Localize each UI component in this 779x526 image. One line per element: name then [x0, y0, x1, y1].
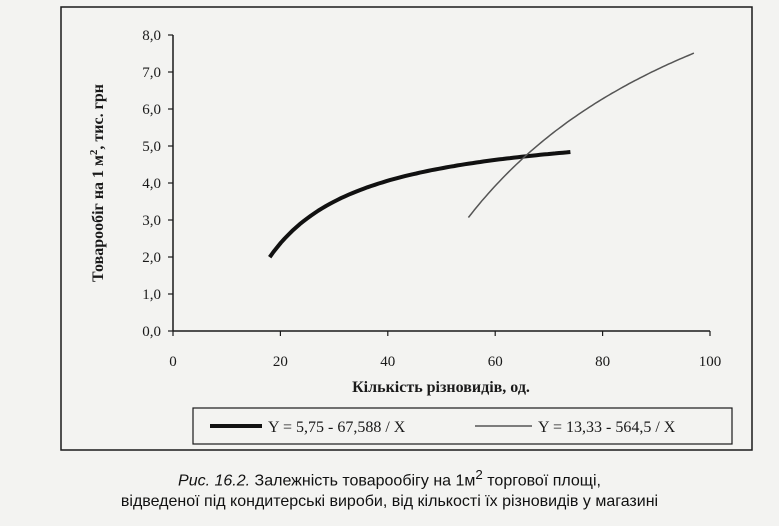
y-tick-label: 7,0: [142, 65, 161, 81]
y-axis-label: Товарообіг на 1 м2, тис. грн: [88, 84, 107, 282]
x-tick-label: 100: [699, 354, 722, 370]
figure-caption: Рис. 16.2. Залежність товарообігу на 1м2…: [0, 464, 779, 512]
x-axis-label: Кількість різновидів, од.: [352, 379, 530, 396]
x-tick-label: 60: [488, 354, 503, 370]
y-tick-label: 2,0: [142, 250, 161, 266]
series-line-1: [268, 150, 571, 259]
y-tick-label: 5,0: [142, 139, 161, 155]
legend: Y = 5,75 - 67,588 / X Y = 13,33 - 564,5 …: [192, 407, 733, 445]
x-tick-label: 80: [595, 354, 610, 370]
y-tick-label: 4,0: [142, 176, 161, 192]
caption-text-1-end: торгової площі,: [482, 472, 601, 490]
chart: 0,01,02,03,04,05,06,07,08,00 20 40 60 80 100 …: [60, 6, 753, 451]
y-tick-label: 1,0: [142, 287, 161, 303]
caption-label: Рис. 16.2.: [178, 472, 251, 490]
y-tick-label: 3,0: [142, 213, 161, 229]
ticks: 0,0 1,0 2,0 3,0 4,0 5,0 6,0 7,0 8,0 0 20 40 60 80 100: [142, 28, 721, 370]
caption-sup: 2: [475, 467, 483, 482]
y-tick-label: 6,0: [142, 102, 161, 118]
x-tick-label: 20: [273, 354, 288, 370]
y-tick-label: 0,0: [142, 324, 161, 340]
legend-label-2: Y = 13,33 - 564,5 / X: [538, 419, 676, 436]
x-tick-label: 40: [380, 354, 395, 370]
chart-frame: [60, 6, 753, 451]
plot-area: [172, 35, 710, 332]
caption-line-1: Рис. 16.2. Залежність товарообігу на 1м2…: [0, 464, 779, 491]
caption-text-1: Залежність товарообігу на 1м: [250, 472, 476, 490]
y-tick-label: 8,0: [142, 28, 161, 44]
legend-box: [192, 407, 733, 445]
caption-line-2: відведеної під кондитерські вироби, від …: [120, 493, 659, 511]
legend-label-1: Y = 5,75 - 67,588 / X: [268, 419, 406, 436]
series-line-2: [467, 52, 695, 218]
x-tick-label: 0: [169, 354, 177, 370]
series: [268, 52, 695, 259]
